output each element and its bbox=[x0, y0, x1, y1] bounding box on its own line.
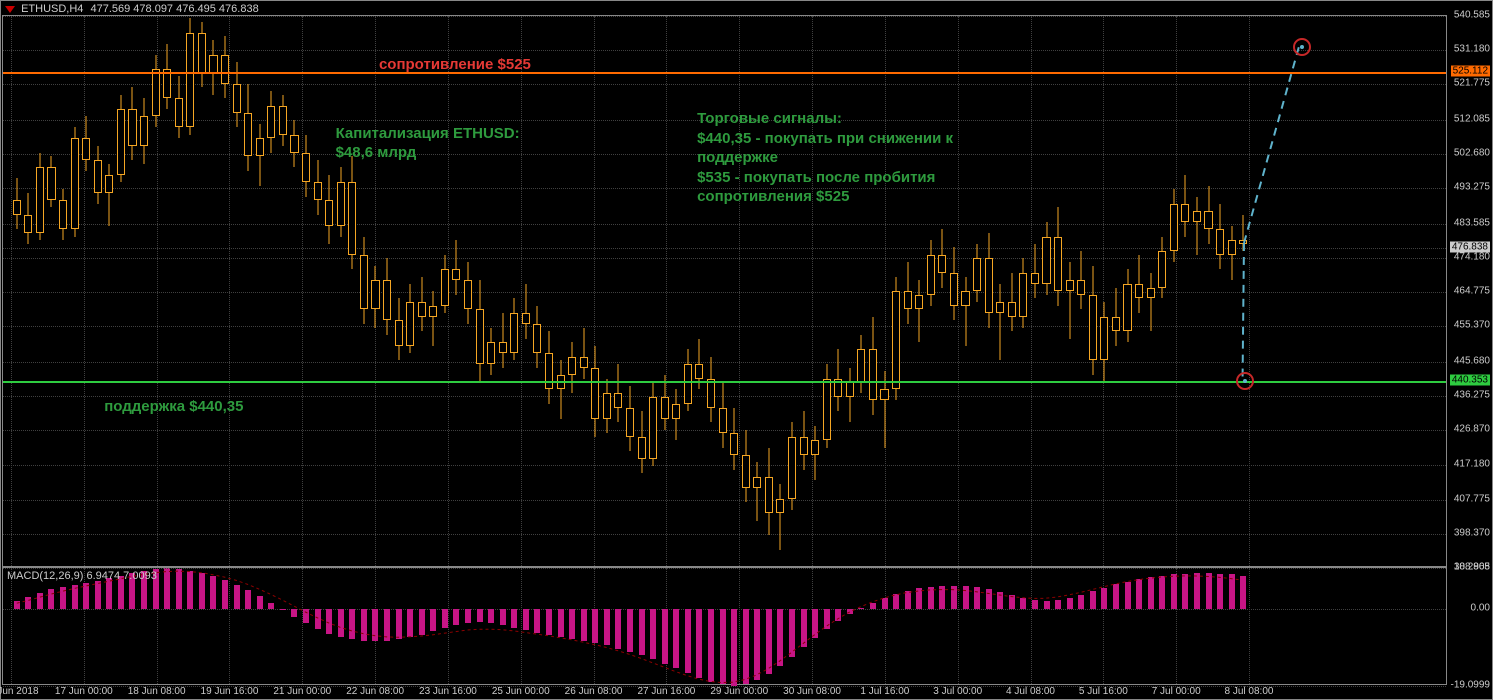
x-tick: 30 Jun 08:00 bbox=[783, 686, 841, 697]
y-tick: 483.585 bbox=[1454, 217, 1490, 228]
y-tick: 436.275 bbox=[1454, 389, 1490, 400]
x-tick: 1 Jul 16:00 bbox=[860, 686, 909, 697]
x-tick: 25 Jun 00:00 bbox=[492, 686, 550, 697]
x-tick: 29 Jun 00:00 bbox=[710, 686, 768, 697]
y-tick: 502.680 bbox=[1454, 148, 1490, 159]
support-line bbox=[3, 381, 1446, 383]
price-panel[interactable]: сопротивление $525 поддержка $440,35 Капит… bbox=[2, 15, 1447, 567]
y-tick: 445.680 bbox=[1454, 355, 1490, 366]
x-tick: 8 Jul 08:00 bbox=[1225, 686, 1274, 697]
y-tick: 455.370 bbox=[1454, 320, 1490, 331]
direction-arrow-icon bbox=[5, 6, 15, 13]
ohlc-label: 477.569 478.097 476.495 476.838 bbox=[90, 3, 258, 15]
x-tick: 26 Jun 08:00 bbox=[565, 686, 623, 697]
annotation-support_label: поддержка $440,35 bbox=[104, 397, 243, 417]
price-y-axis: 540.585531.180525.112521.775512.085502.6… bbox=[1448, 15, 1492, 567]
target-ring-icon bbox=[1293, 38, 1311, 56]
x-tick: 4 Jul 08:00 bbox=[1006, 686, 1055, 697]
y-tick: 417.180 bbox=[1454, 459, 1490, 470]
y-tick: 407.775 bbox=[1454, 493, 1490, 504]
x-tick: 18 Jun 08:00 bbox=[128, 686, 186, 697]
x-tick: 22 Jun 08:00 bbox=[346, 686, 404, 697]
macd-title: MACD(12,26,9) 6.9474 7.0093 bbox=[7, 570, 157, 582]
time-axis: 15 Jun 2018 17 Jun 00:00 18 Jun 08:00 19 Ju… bbox=[2, 683, 1447, 699]
annotation-cap_label: Капитализация ETHUSD: $48,6 млрд bbox=[336, 124, 520, 163]
trading-chart[interactable]: ETHUSD,H4 477.569 478.097 476.495 476.83… bbox=[0, 0, 1493, 700]
x-tick: 15 Jun 2018 bbox=[0, 686, 39, 697]
projection-layer bbox=[3, 16, 1446, 566]
y-tick: 426.870 bbox=[1454, 424, 1490, 435]
y-tick: 521.775 bbox=[1454, 78, 1490, 89]
macd-y-tick: -19.0999 bbox=[1451, 680, 1490, 691]
macd-panel[interactable]: MACD(12,26,9) 6.9474 7.0093 bbox=[2, 567, 1447, 685]
x-tick: 23 Jun 16:00 bbox=[419, 686, 477, 697]
annotation-resistance_label: сопротивление $525 bbox=[379, 55, 531, 75]
chart-header: ETHUSD,H4 477.569 478.097 476.495 476.83… bbox=[5, 3, 259, 15]
macd-signal-line bbox=[3, 568, 1446, 686]
y-tick: 440.353 bbox=[1450, 374, 1490, 385]
y-tick: 493.275 bbox=[1454, 182, 1490, 193]
y-tick: 464.775 bbox=[1454, 286, 1490, 297]
y-tick: 512.085 bbox=[1454, 113, 1490, 124]
y-tick: 525.112 bbox=[1451, 66, 1490, 77]
y-tick: 540.585 bbox=[1454, 10, 1490, 21]
annotation-signals_label: Торговые сигналы: $440,35 - покупать при… bbox=[697, 109, 953, 207]
y-tick: 474.180 bbox=[1454, 251, 1490, 262]
macd-y-tick: 10.2808 bbox=[1454, 562, 1490, 573]
symbol-label: ETHUSD,H4 bbox=[21, 3, 83, 15]
x-tick: 17 Jun 00:00 bbox=[55, 686, 113, 697]
x-tick: 21 Jun 00:00 bbox=[273, 686, 331, 697]
y-tick: 398.370 bbox=[1454, 527, 1490, 538]
macd-y-axis: 10.28080.00-19.0999 bbox=[1448, 567, 1492, 685]
x-tick: 5 Jul 16:00 bbox=[1079, 686, 1128, 697]
x-tick: 7 Jul 00:00 bbox=[1152, 686, 1201, 697]
x-tick: 19 Jun 16:00 bbox=[201, 686, 259, 697]
x-tick: 27 Jun 16:00 bbox=[637, 686, 695, 697]
y-tick: 531.180 bbox=[1454, 44, 1490, 55]
x-tick: 3 Jul 00:00 bbox=[933, 686, 982, 697]
target-ring-icon bbox=[1236, 372, 1254, 390]
resistance-line bbox=[3, 72, 1446, 74]
macd-y-tick: 0.00 bbox=[1471, 603, 1490, 614]
